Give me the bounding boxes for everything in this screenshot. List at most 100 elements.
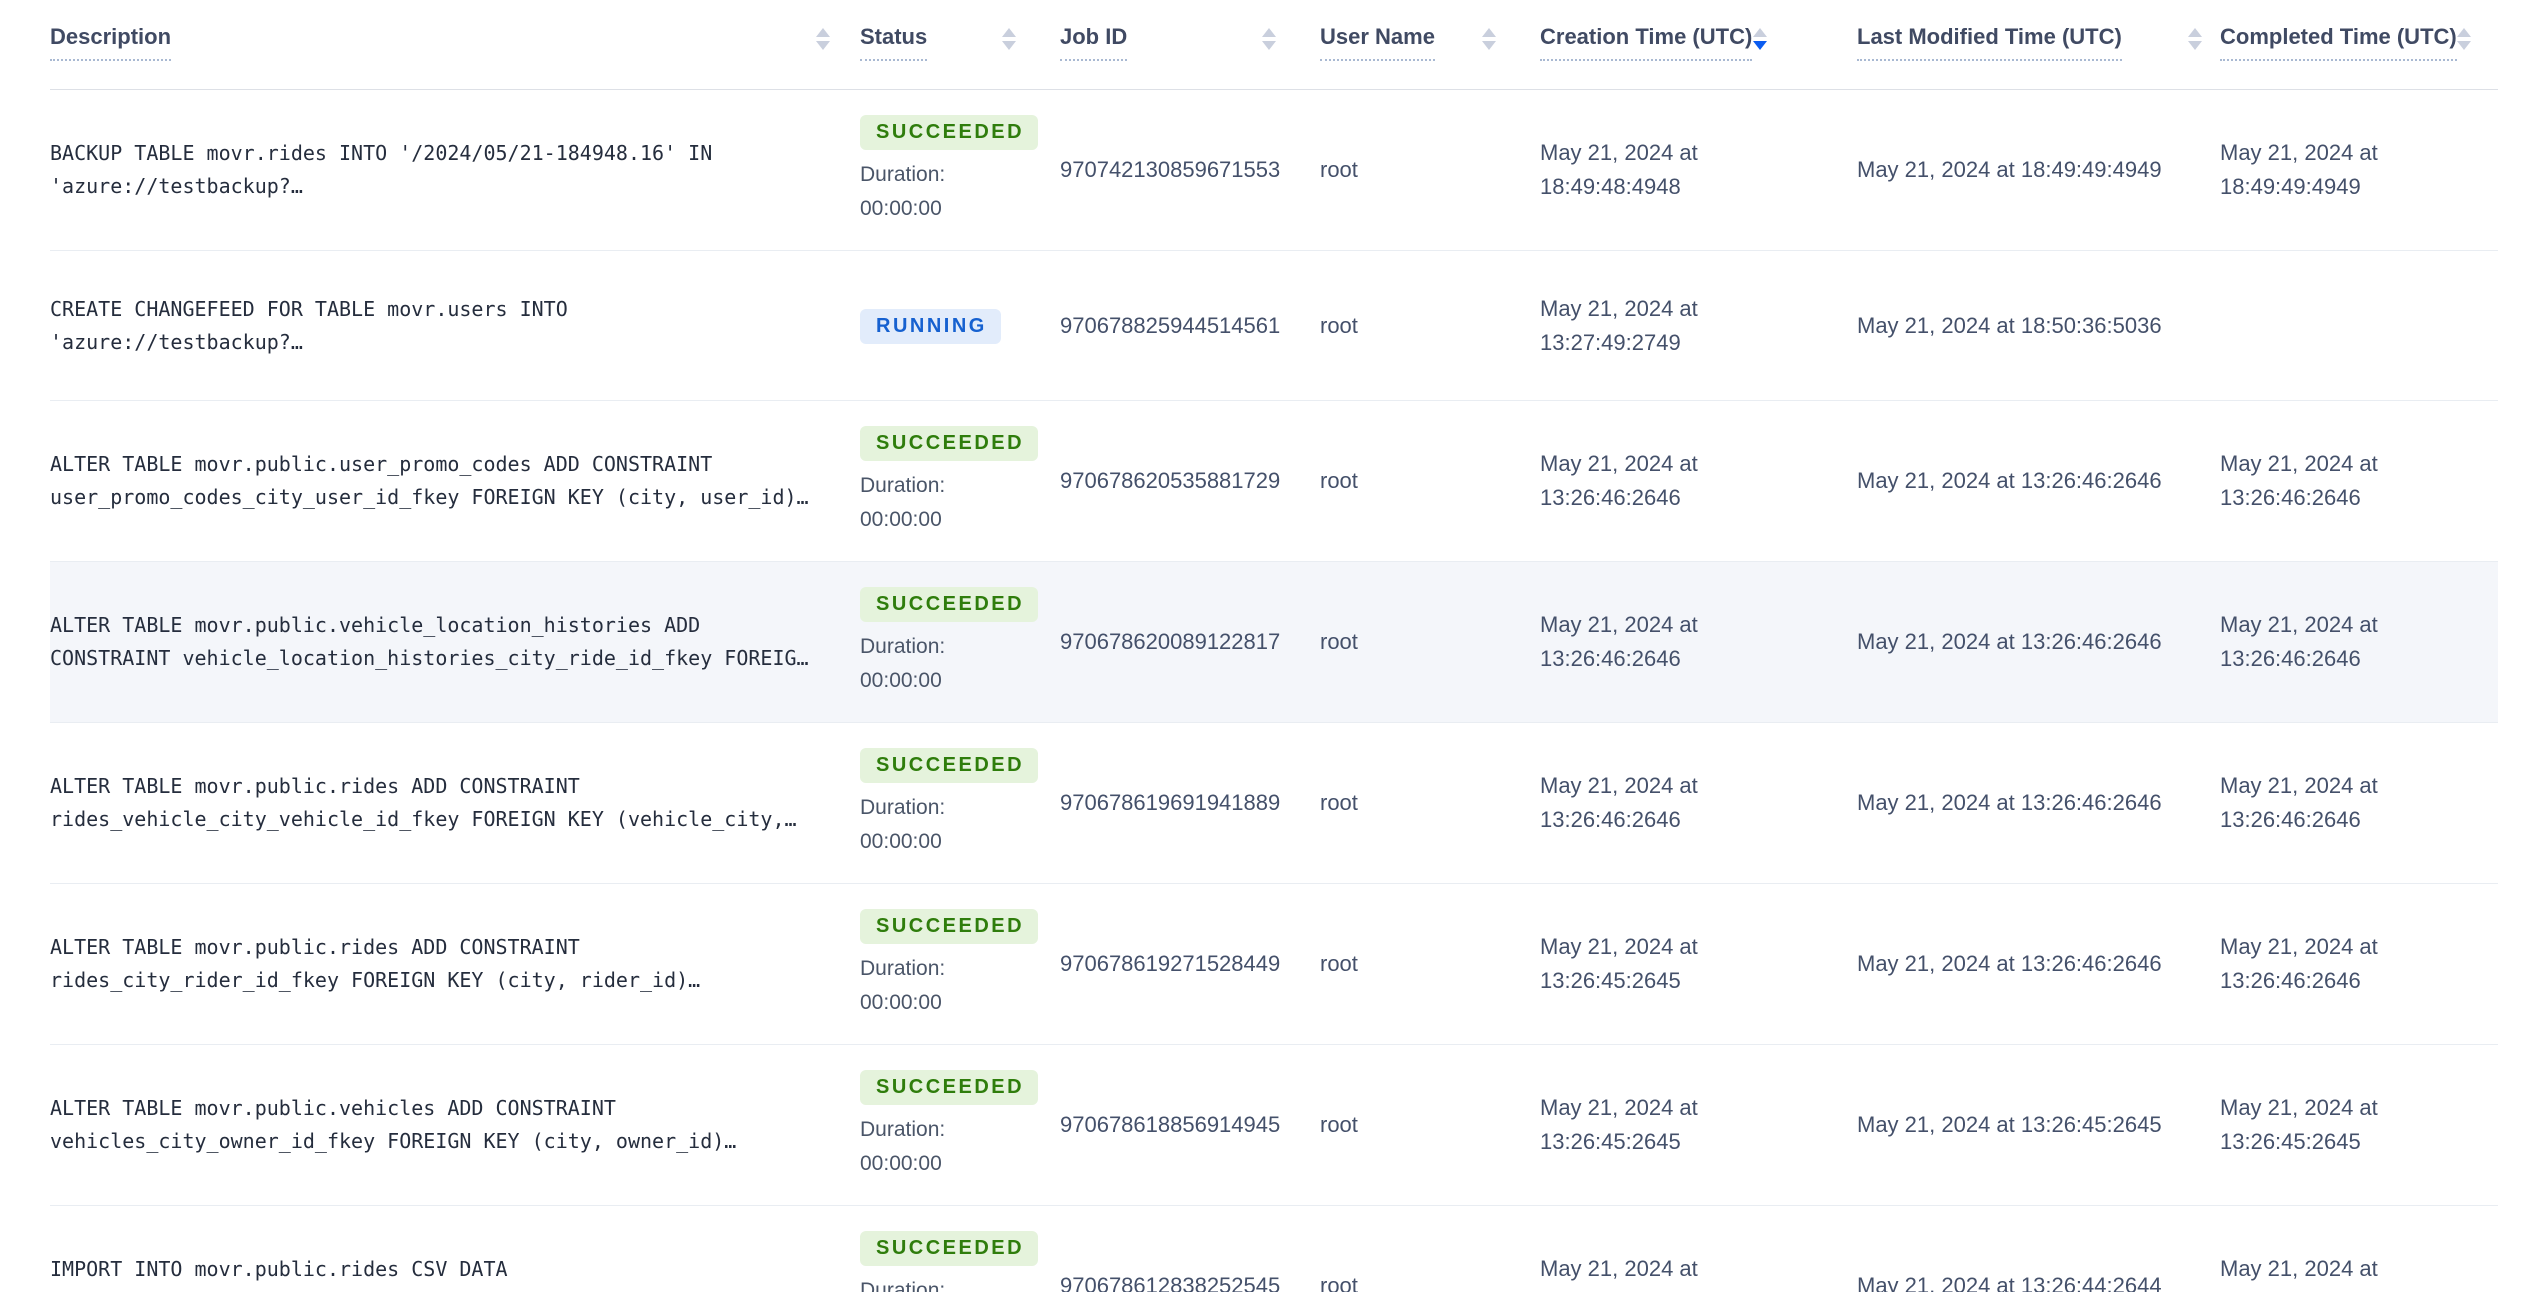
duration-label: Duration: [860,1118,946,1141]
sort-up-arrow-icon [1002,28,1016,37]
job-status-cell: SUCCEEDED Duration: 00:00:00 [860,1069,1060,1181]
column-header[interactable]: Status [860,24,1060,61]
duration-label: Duration: [860,1279,946,1292]
job-description-link[interactable]: ALTER TABLE movr.public.rides ADD CONSTR… [50,774,797,831]
status-badge: SUCCEEDED [860,587,1039,622]
job-duration: Duration: 00:00:00 [860,1113,1060,1181]
completed-time: May 21, 2024 at 18:49:49:4949 [2220,140,2378,199]
status-badge: SUCCEEDED [860,115,1039,150]
job-duration: Duration: 00:00:00 [860,952,1060,1020]
column-header[interactable]: User Name [1320,24,1540,61]
column-header-label: Description [50,24,172,61]
job-description-link[interactable]: BACKUP TABLE movr.rides INTO '/2024/05/2… [50,141,713,198]
creation-time: May 21, 2024 at 13:26:46:2646 [1540,773,1698,832]
job-duration: Duration: 00:00:00 [860,1274,1060,1292]
duration-value: 00:00:00 [860,830,942,853]
job-status-cell: SUCCEEDED Duration: 00:00:00 [860,908,1060,1020]
job-description-link[interactable]: ALTER TABLE movr.public.vehicle_location… [50,613,809,670]
sort-up-arrow-icon [816,28,830,37]
last-modified-time: May 21, 2024 at 13:26:46:2646 [1857,790,2162,815]
job-id: 970678825944514561 [1060,312,1281,338]
duration-label: Duration: [860,474,946,497]
job-description-link[interactable]: ALTER TABLE movr.public.user_promo_codes… [50,452,809,509]
duration-label: Duration: [860,635,946,658]
table-header-row: Description Status Job ID User Name Crea… [50,0,2498,90]
column-header[interactable]: Job ID [1060,24,1320,61]
job-description-cell: CREATE CHANGEFEED FOR TABLE movr.users I… [50,293,860,359]
last-modified-time: May 21, 2024 at 18:50:36:5036 [1857,312,2162,338]
user-name: root [1320,468,1358,493]
job-description-link[interactable]: ALTER TABLE movr.public.vehicles ADD CON… [50,1096,737,1153]
last-modified-time: May 21, 2024 at 13:26:46:2646 [1857,468,2162,493]
sort-up-arrow-icon [1753,28,1767,37]
job-description-link[interactable]: CREATE CHANGEFEED FOR TABLE movr.users I… [50,296,568,354]
creation-time: May 21, 2024 at 13:26:45:2645 [1540,1095,1698,1154]
job-id: 970678612838252545 [1060,1273,1281,1292]
column-header[interactable]: Last Modified Time (UTC) [1857,24,2220,61]
job-description-cell: ALTER TABLE movr.public.vehicles ADD CON… [50,1092,860,1158]
job-description-cell: IMPORT INTO movr.public.rides CSV DATA (… [50,1253,860,1292]
sort-icon[interactable] [2188,28,2202,50]
job-status-cell: SUCCEEDED Duration: 00:00:00 [860,114,1060,226]
sort-up-arrow-icon [1482,28,1496,37]
job-status-cell: SUCCEEDED Duration: 00:00:00 [860,586,1060,698]
sort-icon[interactable] [1482,28,1496,50]
job-description-cell: ALTER TABLE movr.public.user_promo_codes… [50,448,860,514]
completed-time: May 21, 2024 at 13:26:46:2646 [2220,773,2378,832]
job-description-cell: ALTER TABLE movr.public.vehicle_location… [50,609,860,675]
sort-icon[interactable] [1002,28,1016,50]
creation-time: May 21, 2024 at 13:26:43:2643 [1540,1256,1698,1292]
completed-time: May 21, 2024 at 13:26:46:2646 [2220,612,2378,671]
user-name: root [1320,157,1358,182]
sort-down-arrow-icon [1262,41,1276,50]
user-name: root [1320,629,1358,654]
completed-time: May 21, 2024 at 13:26:46:2646 [2220,934,2378,993]
duration-value: 00:00:00 [860,1152,942,1175]
creation-time: May 21, 2024 at 13:27:49:2749 [1540,295,1698,355]
job-description-link[interactable]: IMPORT INTO movr.public.rides CSV DATA (… [50,1257,628,1292]
last-modified-time: May 21, 2024 at 13:26:44:2644 [1857,1273,2162,1292]
sort-icon[interactable] [2456,28,2471,50]
status-badge: SUCCEEDED [860,909,1039,944]
job-duration: Duration: 00:00:00 [860,158,1060,226]
job-status-cell: SUCCEEDED Duration: 00:00:00 [860,1230,1060,1292]
creation-time: May 21, 2024 at 18:49:48:4948 [1540,140,1698,199]
column-header[interactable]: Creation Time (UTC) [1540,24,1857,61]
column-header-label: User Name [1320,24,1435,61]
sort-icon[interactable] [1262,28,1276,50]
sort-icon[interactable] [816,28,830,50]
job-id: 970678619691941889 [1060,790,1281,815]
user-name: root [1320,951,1358,976]
table-row: ALTER TABLE movr.public.vehicles ADD CON… [50,1045,2498,1206]
completed-time: May 21, 2024 at 13:26:46:2646 [2220,451,2378,510]
job-id: 970678620535881729 [1060,468,1281,493]
column-header[interactable]: Description [50,24,860,61]
completed-time: May 21, 2024 at 13:26:45:2645 [2220,1095,2378,1154]
user-name: root [1320,312,1358,338]
last-modified-time: May 21, 2024 at 18:49:49:4949 [1857,157,2162,182]
job-status-cell: SUCCEEDED Duration: 00:00:00 [860,747,1060,859]
sort-down-arrow-icon [2456,41,2471,50]
column-header-label: Job ID [1060,24,1128,61]
sort-down-arrow-icon [2188,41,2202,50]
sort-up-arrow-icon [2188,28,2202,37]
duration-value: 00:00:00 [860,669,942,692]
sort-down-arrow-icon [1482,41,1496,50]
job-status-cell: RUNNING [860,308,1060,344]
duration-label: Duration: [860,796,946,819]
job-duration: Duration: 00:00:00 [860,469,1060,537]
sort-down-arrow-icon [1002,41,1016,50]
table-row: CREATE CHANGEFEED FOR TABLE movr.users I… [50,251,2498,401]
duration-value: 00:00:00 [860,508,942,531]
status-badge: SUCCEEDED [860,1231,1039,1266]
job-description-link[interactable]: ALTER TABLE movr.public.rides ADD CONSTR… [50,935,701,992]
column-header[interactable]: Completed Time (UTC) [2220,24,2500,61]
job-description-cell: ALTER TABLE movr.public.rides ADD CONSTR… [50,770,860,836]
status-badge: SUCCEEDED [860,426,1039,461]
job-id: 970678619271528449 [1060,951,1281,976]
job-duration: Duration: 00:00:00 [860,630,1060,698]
user-name: root [1320,790,1358,815]
sort-down-arrow-icon [1753,41,1767,50]
sort-icon[interactable] [1753,28,1767,50]
